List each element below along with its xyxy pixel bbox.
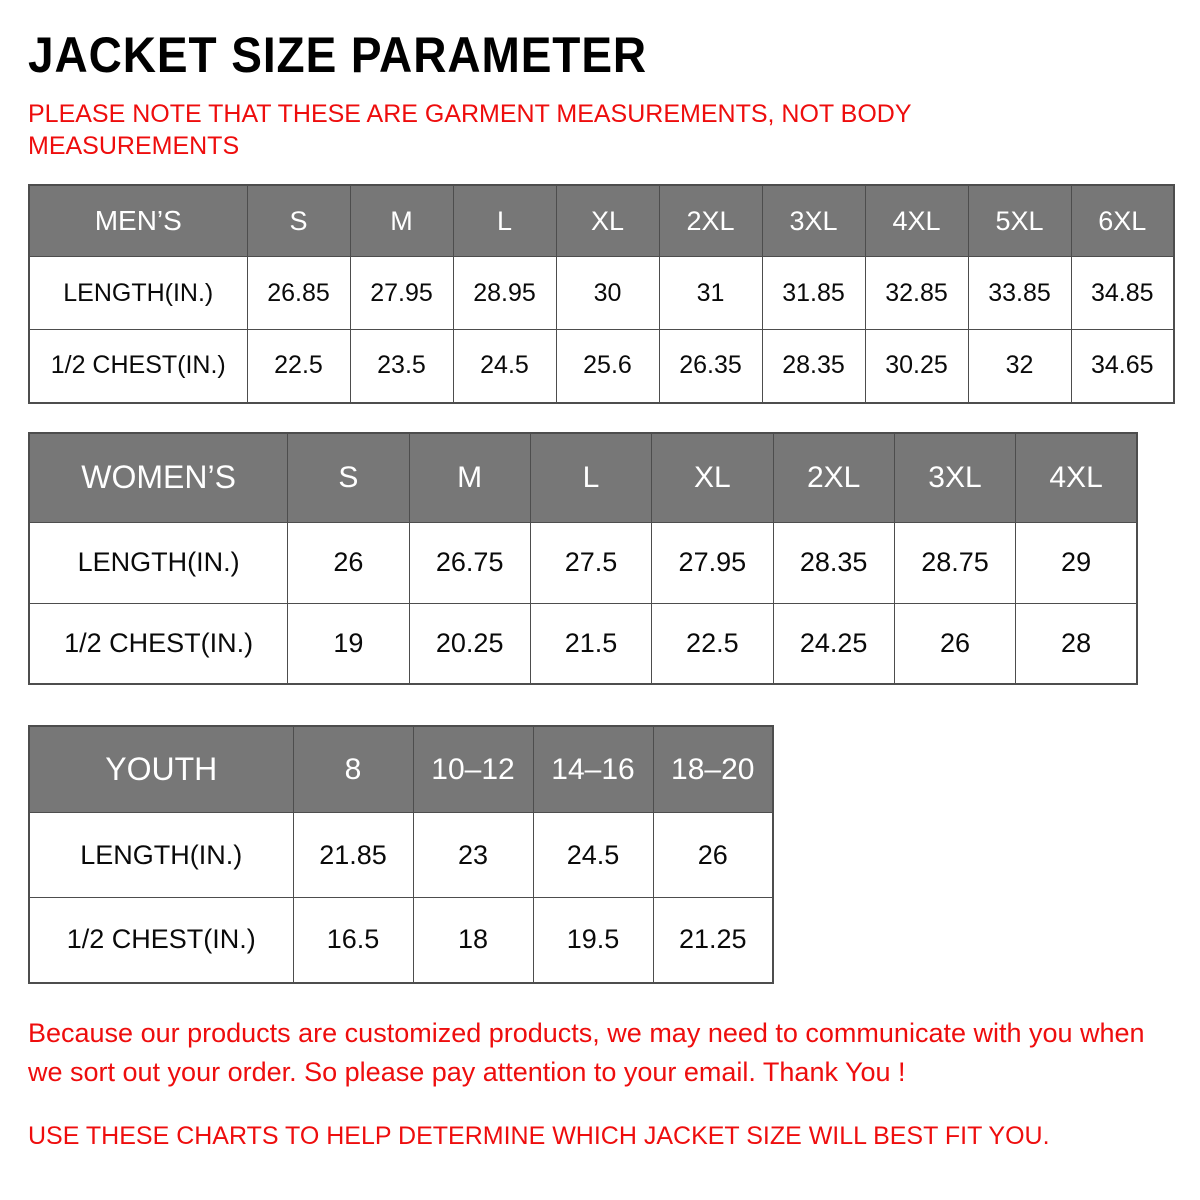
row-label-half-chest: 1/2 CHEST(IN.)	[28, 897, 294, 983]
cell-value: 21.85	[292, 812, 414, 898]
cell-value: 31	[658, 256, 763, 330]
mens-table-label: MEN’S	[28, 184, 248, 257]
row-label-length: LENGTH(IN.)	[28, 256, 248, 330]
table-row: LENGTH(IN.) 21.85 23 24.5 26	[28, 812, 774, 898]
cell-value: 27.95	[349, 256, 454, 330]
cell-value: 30	[555, 256, 660, 330]
womens-size-table: WOMEN’S S M L XL 2XL 3XL 4XL LENGTH(IN.)…	[28, 431, 1138, 685]
youth-size-table: YOUTH 8 10–12 14–16 18–20 LENGTH(IN.) 21…	[28, 725, 774, 984]
column-header-xl: XL	[555, 184, 660, 257]
cell-value: 28.95	[452, 256, 557, 330]
garment-measurement-note: PLEASE NOTE THAT THESE ARE GARMENT MEASU…	[28, 100, 912, 160]
table-row: LENGTH(IN.) 26.85 27.95 28.95 30 31 31.8…	[28, 256, 1175, 330]
column-header-2xl: 2XL	[772, 432, 895, 523]
cell-value: 28.75	[893, 521, 1017, 604]
cell-value: 25.6	[555, 329, 660, 403]
column-header-14-16: 14–16	[532, 725, 654, 813]
cell-value: 32.85	[864, 256, 969, 330]
table-row: LENGTH(IN.) 26 26.75 27.5 27.95 28.35 28…	[28, 521, 1138, 604]
table-header-row: YOUTH 8 10–12 14–16 18–20	[28, 725, 774, 813]
cell-value: 19	[287, 602, 410, 685]
column-header-m: M	[349, 184, 454, 257]
customization-notice: Because our products are customized prod…	[28, 1017, 1145, 1087]
column-header-m: M	[408, 432, 531, 523]
row-label-half-chest: 1/2 CHEST(IN.)	[28, 329, 248, 403]
column-header-l: L	[452, 184, 557, 257]
cell-value: 26	[287, 521, 410, 604]
cell-value: 24.25	[772, 602, 895, 685]
cell-value: 23	[412, 812, 534, 898]
cell-value: 16.5	[292, 897, 414, 983]
cell-value: 26.85	[246, 256, 351, 330]
row-label-half-chest: 1/2 CHEST(IN.)	[28, 602, 289, 685]
cell-value: 20.25	[408, 602, 531, 685]
cell-value: 31.85	[761, 256, 866, 330]
column-header-5xl: 5XL	[967, 184, 1072, 257]
cell-value: 29	[1015, 521, 1138, 604]
cell-value: 22.5	[246, 329, 351, 403]
column-header-18-20: 18–20	[652, 725, 774, 813]
cell-value: 24.5	[532, 812, 654, 898]
cell-value: 34.85	[1070, 256, 1175, 330]
column-header-4xl: 4XL	[1015, 432, 1138, 523]
row-label-length: LENGTH(IN.)	[28, 812, 294, 898]
mens-size-table: MEN’S S M L XL 2XL 3XL 4XL 5XL 6XL LENGT…	[28, 184, 1175, 404]
column-header-10-12: 10–12	[412, 725, 534, 813]
cell-value: 21.25	[652, 897, 774, 983]
cell-value: 28.35	[772, 521, 895, 604]
cell-value: 23.5	[349, 329, 454, 403]
cell-value: 26	[893, 602, 1017, 685]
table-row: 1/2 CHEST(IN.) 19 20.25 21.5 22.5 24.25 …	[28, 602, 1138, 685]
cell-value: 27.95	[651, 521, 774, 604]
cell-value: 24.5	[452, 329, 557, 403]
womens-table-label: WOMEN’S	[28, 432, 289, 523]
column-header-3xl: 3XL	[893, 432, 1017, 523]
column-header-6xl: 6XL	[1070, 184, 1175, 257]
table-header-row: MEN’S S M L XL 2XL 3XL 4XL 5XL 6XL	[28, 184, 1175, 257]
column-header-4xl: 4XL	[864, 184, 969, 257]
column-header-3xl: 3XL	[761, 184, 866, 257]
cell-value: 26	[652, 812, 774, 898]
cell-value: 33.85	[967, 256, 1072, 330]
cell-value: 30.25	[864, 329, 969, 403]
chart-usage-notice: USE THESE CHARTS TO HELP DETERMINE WHICH…	[28, 1121, 1050, 1150]
youth-table-label: YOUTH	[28, 725, 294, 813]
row-label-length: LENGTH(IN.)	[28, 521, 289, 604]
cell-value: 27.5	[529, 521, 653, 604]
cell-value: 32	[967, 329, 1072, 403]
column-header-8: 8	[292, 725, 414, 813]
cell-value: 19.5	[532, 897, 654, 983]
cell-value: 22.5	[651, 602, 774, 685]
column-header-s: S	[287, 432, 410, 523]
table-row: 1/2 CHEST(IN.) 16.5 18 19.5 21.25	[28, 897, 774, 983]
cell-value: 21.5	[529, 602, 653, 685]
column-header-xl: XL	[651, 432, 774, 523]
column-header-l: L	[529, 432, 653, 523]
cell-value: 28	[1015, 602, 1138, 685]
table-row: 1/2 CHEST(IN.) 22.5 23.5 24.5 25.6 26.35…	[28, 329, 1175, 403]
cell-value: 34.65	[1070, 329, 1175, 403]
table-header-row: WOMEN’S S M L XL 2XL 3XL 4XL	[28, 432, 1138, 523]
cell-value: 18	[412, 897, 534, 983]
cell-value: 28.35	[761, 329, 866, 403]
cell-value: 26.35	[658, 329, 763, 403]
column-header-s: S	[246, 184, 351, 257]
page-title: JACKET SIZE PARAMETER	[28, 27, 648, 83]
column-header-2xl: 2XL	[658, 184, 763, 257]
cell-value: 26.75	[408, 521, 531, 604]
